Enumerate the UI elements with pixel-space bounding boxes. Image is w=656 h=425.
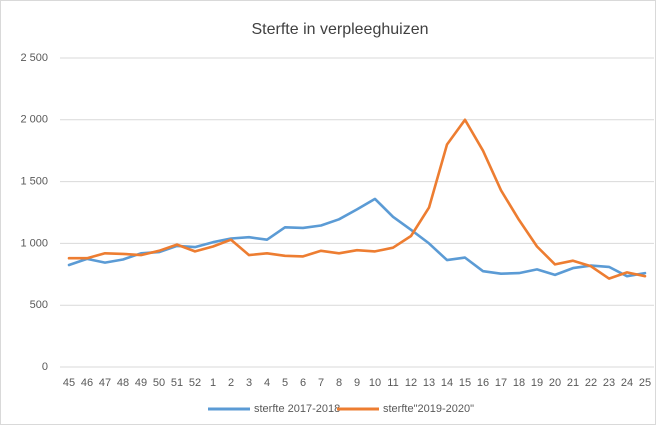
x-tick-label: 49 [135,377,147,389]
y-tick-label: 2 500 [20,52,48,64]
x-tick-label: 19 [531,377,543,389]
legend-label: sterfte"2019-2020" [383,403,474,415]
x-tick-label: 45 [63,377,75,389]
x-tick-label: 5 [282,377,288,389]
x-tick-label: 12 [405,377,417,389]
chart-title: Sterfte in verpleeghuizen [252,21,429,38]
y-tick-label: 0 [42,361,48,373]
x-tick-label: 21 [567,377,579,389]
x-tick-label: 22 [585,377,597,389]
y-tick-label: 1 500 [20,176,48,188]
y-tick-label: 500 [30,299,48,311]
x-tick-label: 18 [513,377,525,389]
x-tick-label: 14 [441,377,453,389]
x-tick-label: 23 [603,377,615,389]
x-tick-label: 15 [459,377,471,389]
x-tick-label: 24 [621,377,633,389]
x-tick-label: 1 [210,377,216,389]
x-tick-label: 7 [318,377,324,389]
x-tick-label: 11 [387,377,398,389]
legend-label: sterfte 2017-2018 [254,403,340,415]
x-tick-label: 52 [189,377,201,389]
x-tick-label: 6 [300,377,306,389]
x-tick-label: 8 [336,377,342,389]
x-tick-label: 48 [117,377,129,389]
x-tick-label: 4 [264,377,270,389]
x-tick-label: 47 [99,377,111,389]
x-tick-label: 51 [171,377,183,389]
x-tick-label: 17 [495,377,507,389]
x-tick-label: 2 [228,377,234,389]
y-tick-label: 2 000 [20,114,48,126]
x-tick-label: 10 [369,377,381,389]
line-series [67,118,647,280]
x-tick-label: 13 [423,377,435,389]
x-tick-label: 25 [639,377,651,389]
x-tick-label: 3 [246,377,252,389]
y-tick-label: 1 000 [20,237,48,249]
x-tick-label: 46 [81,377,93,389]
x-tick-label: 9 [354,377,360,389]
x-tick-label: 16 [477,377,489,389]
x-tick-label: 20 [549,377,561,389]
x-tick-label: 50 [153,377,165,389]
